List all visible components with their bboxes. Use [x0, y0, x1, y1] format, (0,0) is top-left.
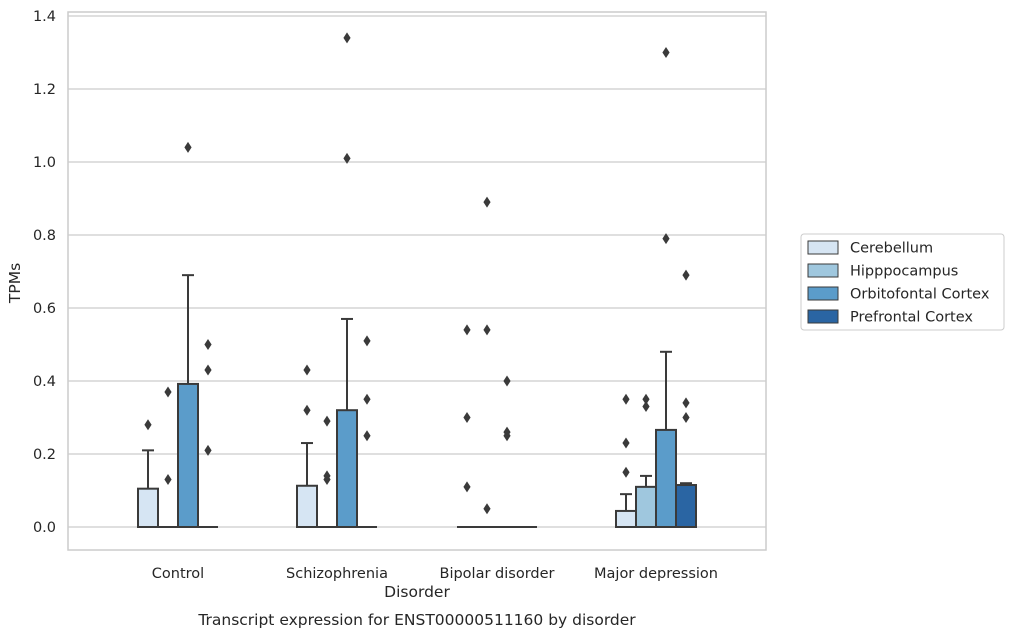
outlier-point — [642, 401, 650, 413]
y-tick-label: 1.4 — [33, 9, 56, 25]
y-tick-label: 1.2 — [33, 82, 56, 98]
outlier-point — [682, 269, 690, 281]
outlier-point — [483, 196, 491, 208]
y-axis-ticks: 0.0 0.2 0.4 0.6 0.8 1.0 1.2 1.4 — [33, 9, 56, 536]
outlier-point — [682, 397, 690, 409]
outlier-point — [323, 415, 331, 427]
outlier-point — [204, 444, 212, 456]
outlier-point — [363, 430, 371, 442]
outlier-point — [622, 437, 630, 449]
legend-swatch — [807, 263, 839, 278]
outlier-point — [204, 364, 212, 376]
outlier-point — [303, 364, 311, 376]
bar — [177, 382, 199, 529]
x-tick-label: Major depression — [594, 566, 718, 582]
plot-frame — [67, 11, 767, 551]
bar — [137, 487, 159, 528]
legend-frame — [800, 233, 1005, 331]
x-tick-label: Bipolar disorder — [440, 566, 555, 582]
legend-label: Prefrontal Cortex — [850, 310, 973, 326]
outlier-point — [363, 335, 371, 347]
outlier-point — [463, 412, 471, 423]
outlier-point — [463, 324, 471, 336]
y-tick-label: 0.4 — [33, 374, 56, 390]
legend-swatch — [807, 240, 839, 255]
outlier-point — [323, 470, 331, 482]
bar — [615, 509, 637, 529]
bar — [655, 428, 677, 528]
bar — [336, 409, 358, 529]
outlier-point — [144, 419, 152, 431]
legend-swatch — [807, 309, 839, 324]
outlier-point — [363, 393, 371, 405]
outlier-point — [343, 152, 351, 164]
outlier-point — [164, 474, 172, 486]
bar — [675, 484, 697, 528]
outlier-point — [503, 375, 511, 387]
outlier-point — [483, 503, 491, 515]
x-axis-label: Disorder — [384, 583, 450, 601]
y-tick-label: 0.8 — [33, 228, 56, 244]
y-tick-label: 0.2 — [33, 447, 56, 463]
outlier-point — [662, 47, 670, 58]
outlier-point — [662, 233, 670, 245]
outlier-point — [622, 393, 630, 405]
bar — [296, 484, 318, 529]
legend-label: Cerebellum — [850, 241, 933, 257]
chart-caption: Transcript expression for ENST0000051116… — [197, 611, 636, 629]
outlier-point — [682, 412, 690, 423]
y-tick-label: 0.6 — [33, 301, 56, 317]
y-axis-label: TPMs — [6, 263, 24, 304]
outlier-point — [463, 481, 471, 493]
y-tick-label: 0.0 — [33, 520, 56, 536]
x-tick-label: Control — [152, 566, 204, 582]
bar — [635, 485, 657, 529]
outlier-point — [343, 32, 351, 44]
outlier-point — [184, 141, 192, 153]
outlier-point — [164, 386, 172, 398]
x-tick-label: Schizophrenia — [286, 566, 388, 582]
outlier-point — [503, 426, 511, 438]
legend: Cerebellum Hipppocampus Orbitofontal Corte… — [800, 233, 1005, 331]
outlier-point — [204, 339, 212, 350]
outlier-point — [642, 393, 650, 405]
legend-label: Hipppocampus — [850, 264, 958, 280]
legend-swatch — [807, 286, 839, 301]
outlier-point — [483, 324, 491, 336]
outlier-point — [303, 404, 311, 416]
x-axis-ticks: Control Schizophrenia Bipolar disorder Majo… — [152, 566, 718, 582]
chart-marks — [137, 32, 697, 529]
outlier-point — [622, 466, 630, 478]
legend-label: Orbitofontal Cortex — [850, 287, 990, 303]
y-tick-label: 1.0 — [33, 155, 56, 171]
